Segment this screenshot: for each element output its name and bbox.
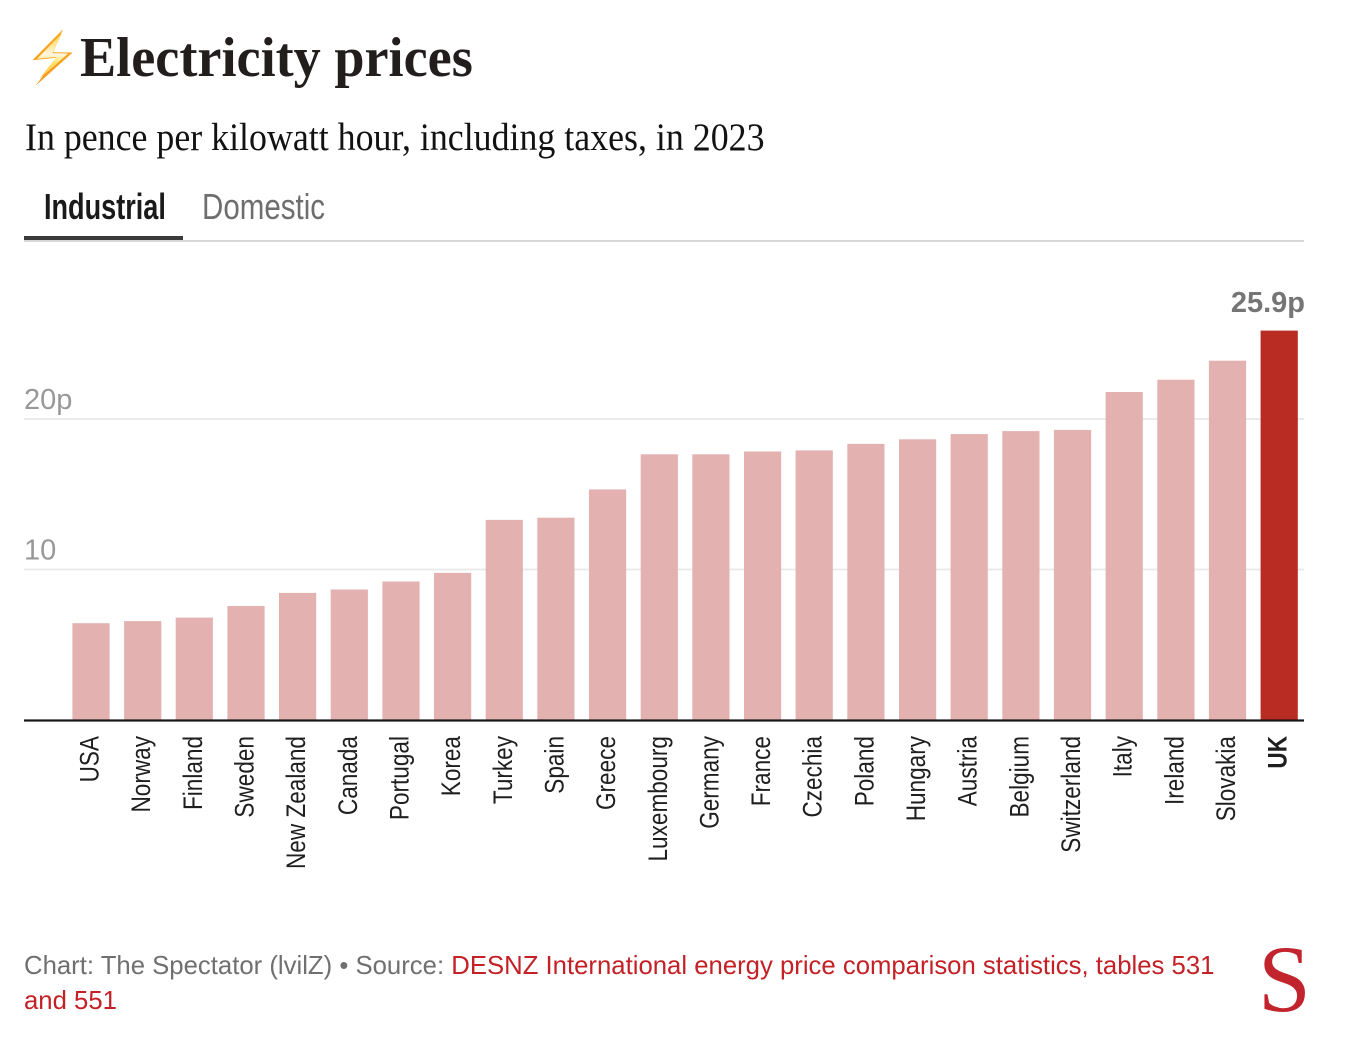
- svg-text:New Zealand: New Zealand: [281, 736, 311, 869]
- svg-text:Austria: Austria: [953, 735, 983, 806]
- svg-text:Canada: Canada: [333, 735, 363, 815]
- svg-text:Switzerland: Switzerland: [1056, 736, 1086, 853]
- svg-text:USA: USA: [75, 736, 105, 782]
- svg-text:25.9p: 25.9p: [1231, 287, 1305, 319]
- svg-text:Korea: Korea: [436, 735, 466, 796]
- svg-text:Luxembourg: Luxembourg: [643, 736, 673, 862]
- svg-text:Spain: Spain: [539, 736, 569, 794]
- svg-text:UK: UK: [1263, 736, 1293, 769]
- svg-text:Slovakia: Slovakia: [1211, 735, 1241, 821]
- svg-text:France: France: [746, 736, 776, 806]
- svg-text:Poland: Poland: [849, 736, 879, 806]
- svg-text:Belgium: Belgium: [1004, 736, 1034, 818]
- svg-text:Germany: Germany: [694, 736, 724, 829]
- svg-text:Norway: Norway: [126, 736, 156, 813]
- svg-text:Greece: Greece: [591, 736, 621, 810]
- svg-text:20p: 20p: [24, 384, 72, 416]
- svg-text:10: 10: [24, 535, 56, 567]
- svg-text:Portugal: Portugal: [385, 736, 415, 820]
- svg-text:Turkey: Turkey: [488, 736, 518, 805]
- svg-text:Ireland: Ireland: [1159, 736, 1189, 805]
- svg-text:Czechia: Czechia: [798, 735, 828, 817]
- svg-text:Finland: Finland: [178, 736, 208, 810]
- svg-text:Italy: Italy: [1108, 736, 1138, 778]
- svg-text:Hungary: Hungary: [901, 736, 931, 822]
- svg-text:Sweden: Sweden: [230, 736, 260, 818]
